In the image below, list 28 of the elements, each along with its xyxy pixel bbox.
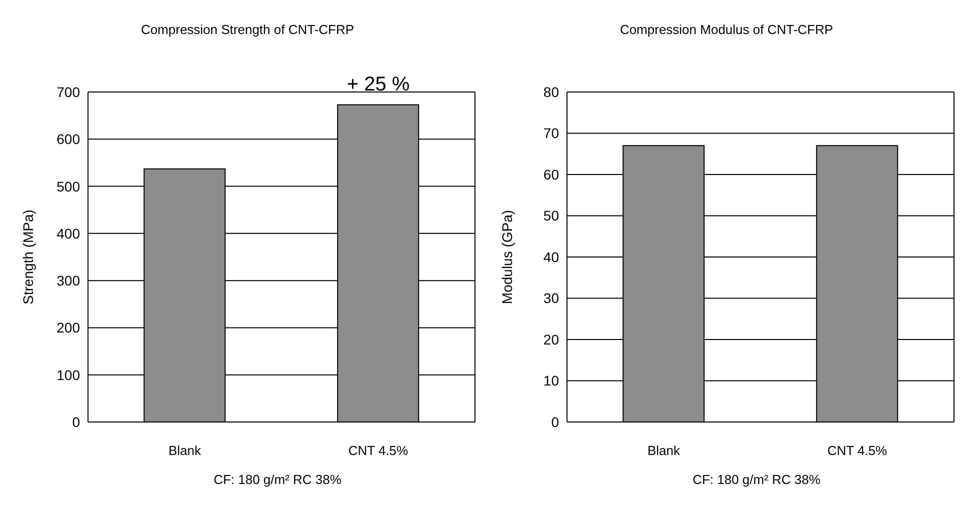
y-tick-label: 0 [72,414,80,430]
chart-title: Compression Strength of CNT-CFRP [140,21,356,39]
chart-title: Compression Modulus of CNT-CFRP [618,21,834,39]
x-axis-title: CF: 180 g/m² RC 38% [212,472,342,487]
y-tick-label: 20 [543,331,560,348]
x-tick-label: Blank [168,443,202,458]
annotation: + 25 % [346,74,410,96]
y-tick-label: 600 [56,131,80,148]
y-tick-label: 80 [543,84,560,100]
x-tick-label: CNT 4.5% [827,443,888,458]
y-axis-title: Modulus (GPa) [498,210,515,304]
y-tick-label: 200 [56,320,80,336]
x-tick-label: CNT 4.5% [348,443,409,458]
y-tick-label: 60 [543,166,560,182]
y-tick-label: 70 [543,125,560,142]
x-axis-title: CF: 180 g/m² RC 38% [692,472,822,487]
y-tick-label: 500 [56,178,80,194]
y-tick-label: 400 [56,225,80,242]
y-tick-label: 40 [543,248,560,265]
y-tick-label: 30 [543,290,560,306]
y-tick-label: 50 [543,208,560,224]
y-tick-label: 100 [56,366,80,383]
y-tick-label: 300 [56,272,80,289]
y-tick-label: 700 [56,84,80,100]
y-tick-label: 10 [543,372,560,389]
x-tick-label: Blank [647,443,681,458]
y-tick-label: 0 [551,414,560,430]
y-axis-title: Strength (MPa) [20,210,36,304]
